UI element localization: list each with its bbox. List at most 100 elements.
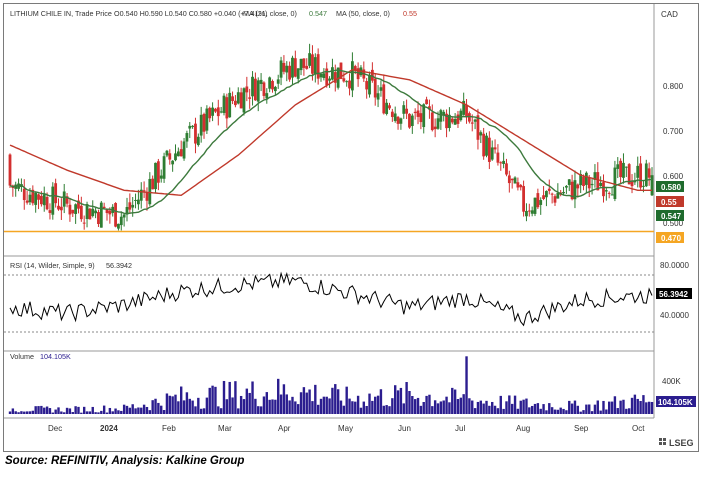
volume-bar xyxy=(379,389,383,414)
volume-bar xyxy=(331,387,334,414)
candle-body xyxy=(205,108,209,131)
volume-bar xyxy=(154,398,157,414)
volume-bar xyxy=(545,410,548,414)
candle-body xyxy=(430,112,434,131)
volume-bar xyxy=(622,399,625,414)
volume-bar xyxy=(228,381,231,414)
volume-bar xyxy=(316,404,320,414)
volume-bar xyxy=(151,400,154,414)
candle-body xyxy=(51,186,55,215)
volume-bar xyxy=(322,396,326,414)
stock-chart: LITHIUM CHILE IN, Trade Price O0.540 H0.… xyxy=(4,4,696,448)
volume-bar xyxy=(633,394,637,414)
candle-body xyxy=(382,84,386,114)
candle-body xyxy=(425,99,428,105)
candle-body xyxy=(325,68,329,86)
candle-body xyxy=(251,76,254,97)
candle-body xyxy=(565,185,568,188)
candle-body xyxy=(470,122,474,124)
volume-bar xyxy=(145,406,149,414)
volume-bar xyxy=(473,408,477,414)
candle-body xyxy=(302,58,306,68)
volume-bar xyxy=(388,406,391,414)
volume-bar xyxy=(359,407,363,414)
volume-bar xyxy=(530,405,534,414)
candle-body xyxy=(265,93,269,99)
volume-bar xyxy=(137,407,140,414)
candle-body xyxy=(291,57,294,78)
candle-body xyxy=(436,118,440,129)
candle-body xyxy=(85,204,89,219)
candle-body xyxy=(139,189,143,201)
volume-bar xyxy=(248,392,251,414)
close-badge: 0.580 xyxy=(656,181,684,192)
volume-bar xyxy=(148,410,152,414)
volume-bar xyxy=(365,405,368,414)
volume-bar xyxy=(282,384,286,414)
volume-bar xyxy=(471,400,474,414)
candle-body xyxy=(587,177,591,189)
volume-bar xyxy=(553,409,557,414)
candle-body xyxy=(17,183,20,189)
volume-bar xyxy=(576,405,580,414)
candle-body xyxy=(607,192,611,194)
volume-bar xyxy=(245,388,249,414)
candle-body xyxy=(385,102,389,114)
candle-body xyxy=(636,165,640,178)
candle-body xyxy=(276,79,280,84)
candle-body xyxy=(596,172,600,191)
candle-body xyxy=(25,200,29,203)
candle-body xyxy=(182,141,186,159)
volume-bar xyxy=(582,410,585,414)
volume-bar xyxy=(68,408,72,414)
volume-bar xyxy=(11,408,15,414)
support-badge: 0.470 xyxy=(656,232,684,243)
volume-bar xyxy=(314,384,317,414)
candle-body xyxy=(74,204,78,214)
candle-body xyxy=(536,193,540,208)
candle-body xyxy=(299,58,303,71)
volume-bar xyxy=(476,401,480,414)
candle-body xyxy=(94,210,97,214)
volume-bar xyxy=(456,399,460,414)
candle-body xyxy=(493,147,497,150)
candle-body xyxy=(576,184,580,189)
rsi-tick: 40.0000 xyxy=(660,311,689,320)
candle-body xyxy=(188,125,192,129)
volume-bar xyxy=(588,404,591,414)
candle-body xyxy=(476,115,480,140)
candle-body xyxy=(279,60,283,78)
price-tick: 0.700 xyxy=(663,127,684,136)
volume-bar xyxy=(348,398,351,414)
candle-body xyxy=(579,174,583,186)
candle-body xyxy=(433,126,437,130)
candle-body xyxy=(222,95,226,113)
volume-bar xyxy=(345,386,348,414)
volume-bar xyxy=(610,401,614,414)
candle-body xyxy=(191,125,195,127)
volume-bar xyxy=(336,389,340,414)
candle-body xyxy=(108,210,112,215)
volume-bar xyxy=(305,392,308,414)
x-label: Oct xyxy=(632,424,645,433)
volume-bar xyxy=(94,412,97,414)
candle-body xyxy=(368,74,371,95)
volume-bar xyxy=(222,380,226,414)
candle-body xyxy=(102,206,106,209)
volume-bar xyxy=(262,396,266,414)
candle-body xyxy=(79,205,83,220)
candle-body xyxy=(97,212,100,225)
volume-bar xyxy=(91,406,94,414)
volume-bar xyxy=(74,406,77,414)
volume-bar xyxy=(234,381,237,414)
volume-bar xyxy=(354,401,357,414)
volume-bar xyxy=(510,403,514,414)
candle-body xyxy=(390,111,394,117)
volume-bar xyxy=(185,392,189,414)
candle-body xyxy=(162,156,166,179)
volume-bar xyxy=(445,396,448,414)
volume-bar xyxy=(468,398,471,414)
candle-body xyxy=(71,209,75,214)
candle-body xyxy=(145,192,149,201)
volume-badge: 104.105K xyxy=(656,396,696,407)
